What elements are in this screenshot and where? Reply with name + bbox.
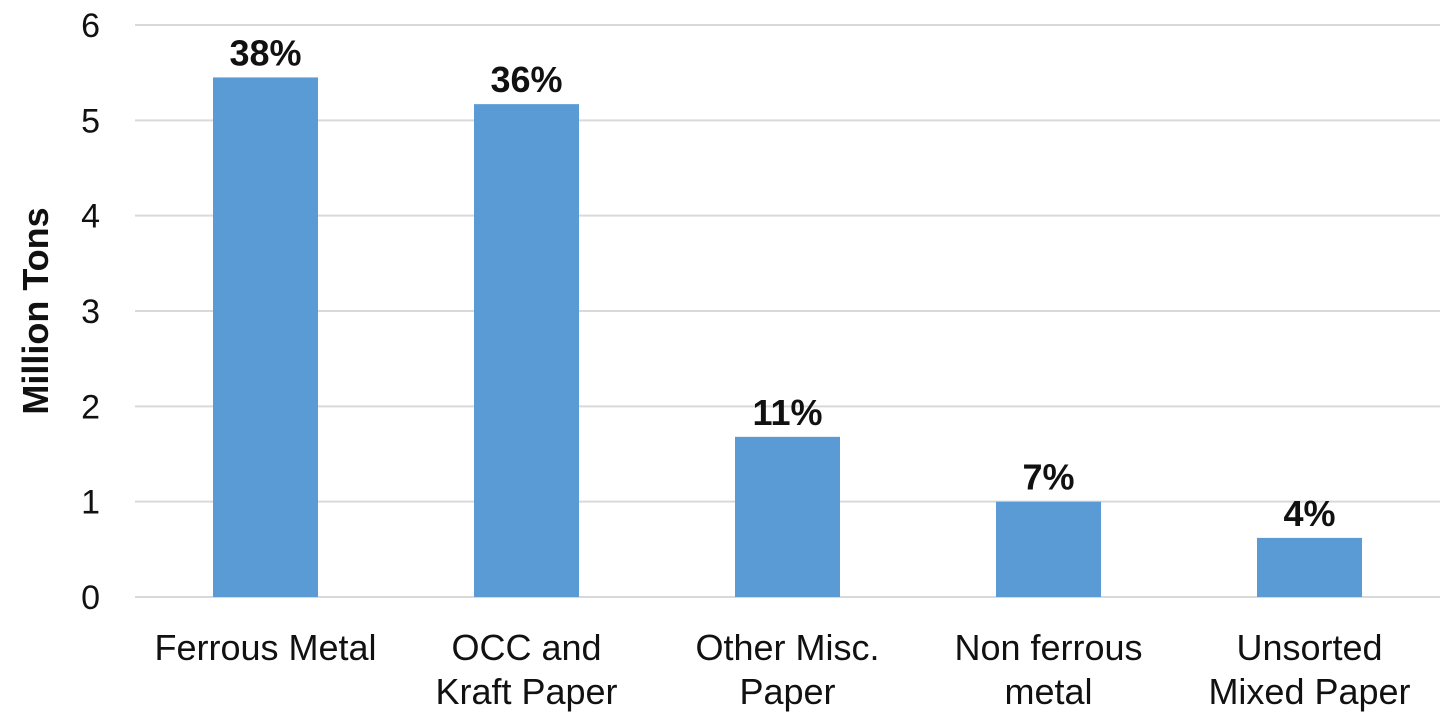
y-tick-label: 1 xyxy=(81,484,100,522)
x-category-label: Other Misc. Paper xyxy=(695,627,879,712)
y-tick-label: 3 xyxy=(81,293,100,331)
y-tick-label: 2 xyxy=(81,388,100,426)
y-tick-label: 5 xyxy=(81,102,100,140)
bars xyxy=(213,77,1362,598)
data-label: 4% xyxy=(1283,493,1335,534)
data-label: 7% xyxy=(1022,457,1074,498)
gridlines xyxy=(135,24,1440,598)
x-category-label-line: Non ferrous xyxy=(954,627,1142,668)
x-category-label: Unsorted Mixed Paper xyxy=(1208,627,1410,712)
bar xyxy=(1257,537,1362,597)
x-category-label-line: Kraft Paper xyxy=(435,671,617,712)
y-axis-ticks: 0 1 2 3 4 5 6 xyxy=(81,7,100,617)
x-category-label-line: Ferrous Metal xyxy=(154,627,376,668)
x-category-label-line: metal xyxy=(1004,671,1092,712)
x-category-label-line: OCC and xyxy=(451,627,601,668)
bar xyxy=(213,77,318,597)
x-category-label-line: Other Misc. xyxy=(695,627,879,668)
x-category-label-line: Mixed Paper xyxy=(1208,671,1410,712)
bar xyxy=(996,501,1101,597)
y-tick-label: 0 xyxy=(81,579,100,617)
y-tick-label: 6 xyxy=(81,7,100,45)
x-category-label: Ferrous Metal xyxy=(154,627,376,668)
x-category-label: Non ferrous metal xyxy=(954,627,1142,712)
x-category-label-line: Paper xyxy=(739,671,835,712)
bar xyxy=(474,104,579,598)
data-labels: 38% 36% 11% 7% 4% xyxy=(229,32,1335,533)
x-category-label: OCC and Kraft Paper xyxy=(435,627,617,712)
data-label: 36% xyxy=(490,59,562,100)
data-label: 38% xyxy=(229,32,301,73)
data-label: 11% xyxy=(752,392,822,433)
bar xyxy=(735,436,840,597)
x-axis-categories: Ferrous Metal OCC and Kraft Paper Other Mis… xyxy=(154,627,1410,712)
y-tick-label: 4 xyxy=(81,198,100,236)
x-category-label-line: Unsorted xyxy=(1236,627,1382,668)
y-axis-title: Million Tons xyxy=(15,207,56,414)
